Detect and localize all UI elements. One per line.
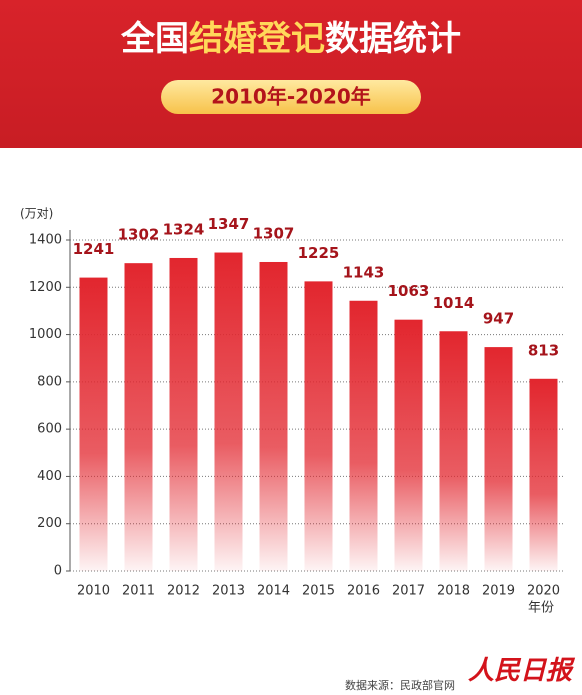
bar xyxy=(79,277,108,571)
y-axis-label: (万对) xyxy=(20,207,53,221)
y-tick-label: 200 xyxy=(37,516,62,531)
subtitle-pill xyxy=(161,80,421,114)
x-tick-label: 2017 xyxy=(392,584,425,599)
title-part: 全国 xyxy=(120,19,189,59)
value-label: 1143 xyxy=(343,263,385,281)
y-tick-label: 1000 xyxy=(29,327,62,342)
value-label: 1241 xyxy=(73,240,115,258)
subtitle: 2010年-2020年 xyxy=(211,85,371,109)
x-tick-label: 2014 xyxy=(257,584,290,599)
value-label: 1324 xyxy=(163,220,205,238)
value-label: 1307 xyxy=(253,224,295,242)
x-tick-label: 2013 xyxy=(212,584,245,599)
value-label: 1302 xyxy=(118,226,160,244)
title-part: 结婚登记 xyxy=(189,19,325,59)
x-tick-label: 2011 xyxy=(122,584,155,599)
bar xyxy=(304,281,333,571)
value-label: 813 xyxy=(528,341,559,359)
y-tick-label: 600 xyxy=(37,422,62,437)
x-tick-label: 2012 xyxy=(167,584,200,599)
bar xyxy=(529,378,558,571)
x-tick-label: 2018 xyxy=(437,584,470,599)
source: 数据来源：民政部官网 xyxy=(345,678,455,692)
bar xyxy=(124,263,153,571)
x-axis-label: 年份 xyxy=(528,601,554,616)
value-label: 1347 xyxy=(208,215,250,233)
y-tick-label: 1400 xyxy=(29,233,62,248)
value-label: 1225 xyxy=(298,244,340,262)
y-tick-label: 1200 xyxy=(29,280,62,295)
y-tick-label: 800 xyxy=(37,374,62,389)
logo: 人民日报 xyxy=(468,656,576,686)
bar xyxy=(394,319,423,571)
bar xyxy=(169,257,198,571)
x-tick-label: 2019 xyxy=(482,584,515,599)
bar xyxy=(439,331,468,571)
bar xyxy=(349,300,378,571)
bar xyxy=(259,261,288,571)
x-tick-label: 2016 xyxy=(347,584,380,599)
x-tick-label: 2015 xyxy=(302,584,335,599)
chart-title: 全国结婚登记数据统计 xyxy=(120,19,461,59)
bar xyxy=(484,347,513,571)
value-label: 1063 xyxy=(388,282,430,300)
x-tick-label: 2020 xyxy=(527,584,560,599)
value-label: 947 xyxy=(483,310,514,328)
y-tick-label: 0 xyxy=(54,564,62,579)
bar xyxy=(214,252,243,572)
header-band xyxy=(0,0,582,148)
value-label: 1014 xyxy=(433,294,475,312)
x-tick-label: 2010 xyxy=(77,584,110,599)
title-part: 数据统计 xyxy=(325,19,461,59)
y-tick-label: 400 xyxy=(37,469,62,484)
